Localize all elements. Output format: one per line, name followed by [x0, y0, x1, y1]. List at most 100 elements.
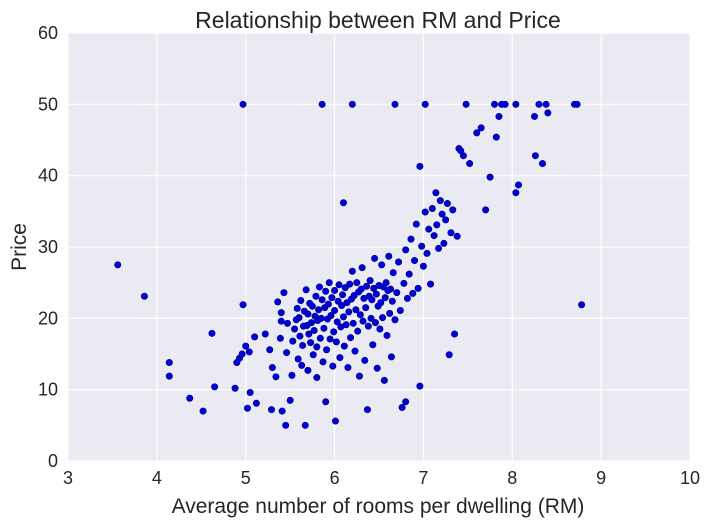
- data-point: [421, 100, 429, 108]
- data-point: [370, 284, 378, 292]
- x-tick-labels: 3 4 5 6 7 8 9 10: [63, 468, 700, 488]
- data-point: [486, 173, 494, 181]
- data-point: [403, 294, 411, 302]
- data-point: [342, 321, 350, 329]
- data-point: [140, 292, 148, 300]
- data-point: [418, 242, 426, 250]
- data-point: [165, 372, 173, 380]
- data-point: [294, 355, 302, 363]
- data-point: [165, 359, 173, 367]
- data-point: [323, 346, 331, 354]
- data-point: [512, 100, 520, 108]
- data-point: [358, 264, 366, 272]
- data-point: [312, 292, 320, 300]
- data-point: [353, 279, 361, 287]
- data-point: [332, 338, 340, 346]
- data-point: [313, 343, 321, 351]
- data-point: [331, 306, 339, 314]
- data-point: [325, 279, 333, 287]
- data-point: [246, 389, 254, 397]
- data-point: [402, 246, 410, 254]
- data-point: [336, 354, 344, 362]
- data-point: [362, 304, 370, 312]
- data-point: [211, 383, 219, 391]
- data-point: [310, 326, 318, 334]
- data-point: [261, 330, 269, 338]
- data-point: [252, 399, 260, 407]
- data-point: [304, 310, 312, 318]
- data-point: [305, 330, 313, 338]
- data-point: [381, 294, 389, 302]
- data-point: [356, 311, 364, 319]
- data-point: [307, 319, 315, 327]
- data-point: [372, 290, 380, 298]
- data-point: [412, 220, 420, 228]
- data-point: [199, 407, 207, 415]
- data-point: [340, 342, 348, 350]
- data-point: [373, 364, 381, 372]
- data-point: [376, 325, 384, 333]
- data-point: [331, 287, 339, 295]
- data-point: [428, 204, 436, 212]
- data-point: [322, 287, 330, 295]
- data-point: [274, 298, 282, 306]
- y-tick-label: 60: [38, 23, 58, 43]
- data-point: [277, 309, 285, 317]
- data-point: [348, 100, 356, 108]
- data-point: [304, 366, 312, 374]
- data-point: [391, 316, 399, 324]
- data-point: [266, 346, 274, 354]
- data-point: [512, 189, 520, 197]
- data-point: [318, 296, 326, 304]
- data-point: [347, 334, 355, 342]
- data-point: [530, 112, 538, 120]
- data-point: [407, 235, 415, 243]
- data-point: [409, 289, 417, 297]
- data-point: [307, 339, 315, 347]
- data-point: [378, 261, 386, 269]
- data-point: [421, 208, 429, 216]
- x-tick-label: 8: [507, 468, 517, 488]
- data-point: [416, 162, 424, 170]
- data-point: [477, 124, 485, 132]
- data-point: [238, 350, 246, 358]
- data-point: [283, 349, 291, 357]
- data-point: [379, 314, 387, 322]
- data-point: [293, 304, 301, 312]
- data-point: [578, 301, 586, 309]
- data-point: [338, 301, 346, 309]
- data-point: [301, 421, 309, 429]
- data-point: [351, 347, 359, 355]
- data-point: [369, 341, 377, 349]
- data-point: [445, 351, 453, 359]
- data-point: [435, 244, 443, 252]
- data-point: [329, 362, 337, 370]
- data-point: [419, 262, 427, 270]
- data-point: [387, 353, 395, 361]
- data-point: [393, 289, 401, 297]
- y-tick-label: 30: [38, 237, 58, 257]
- data-point: [371, 254, 379, 262]
- data-point: [363, 406, 371, 414]
- data-point: [320, 324, 328, 332]
- y-tick-label: 0: [48, 451, 58, 471]
- data-point: [277, 317, 285, 325]
- data-point: [432, 189, 440, 197]
- data-point: [386, 309, 394, 317]
- y-tick-label: 50: [38, 94, 58, 114]
- data-point: [330, 328, 338, 336]
- x-axis-label: Average number of rooms per dwelling (RM…: [172, 495, 585, 518]
- data-point: [355, 372, 363, 380]
- data-point: [449, 206, 457, 214]
- data-point: [492, 133, 500, 141]
- data-point: [382, 279, 390, 287]
- data-point: [298, 361, 306, 369]
- data-point: [400, 279, 408, 287]
- data-point: [367, 314, 375, 322]
- data-point: [272, 373, 280, 381]
- data-point: [391, 100, 399, 108]
- data-point: [453, 232, 461, 240]
- data-point: [447, 229, 455, 237]
- data-point: [283, 319, 291, 327]
